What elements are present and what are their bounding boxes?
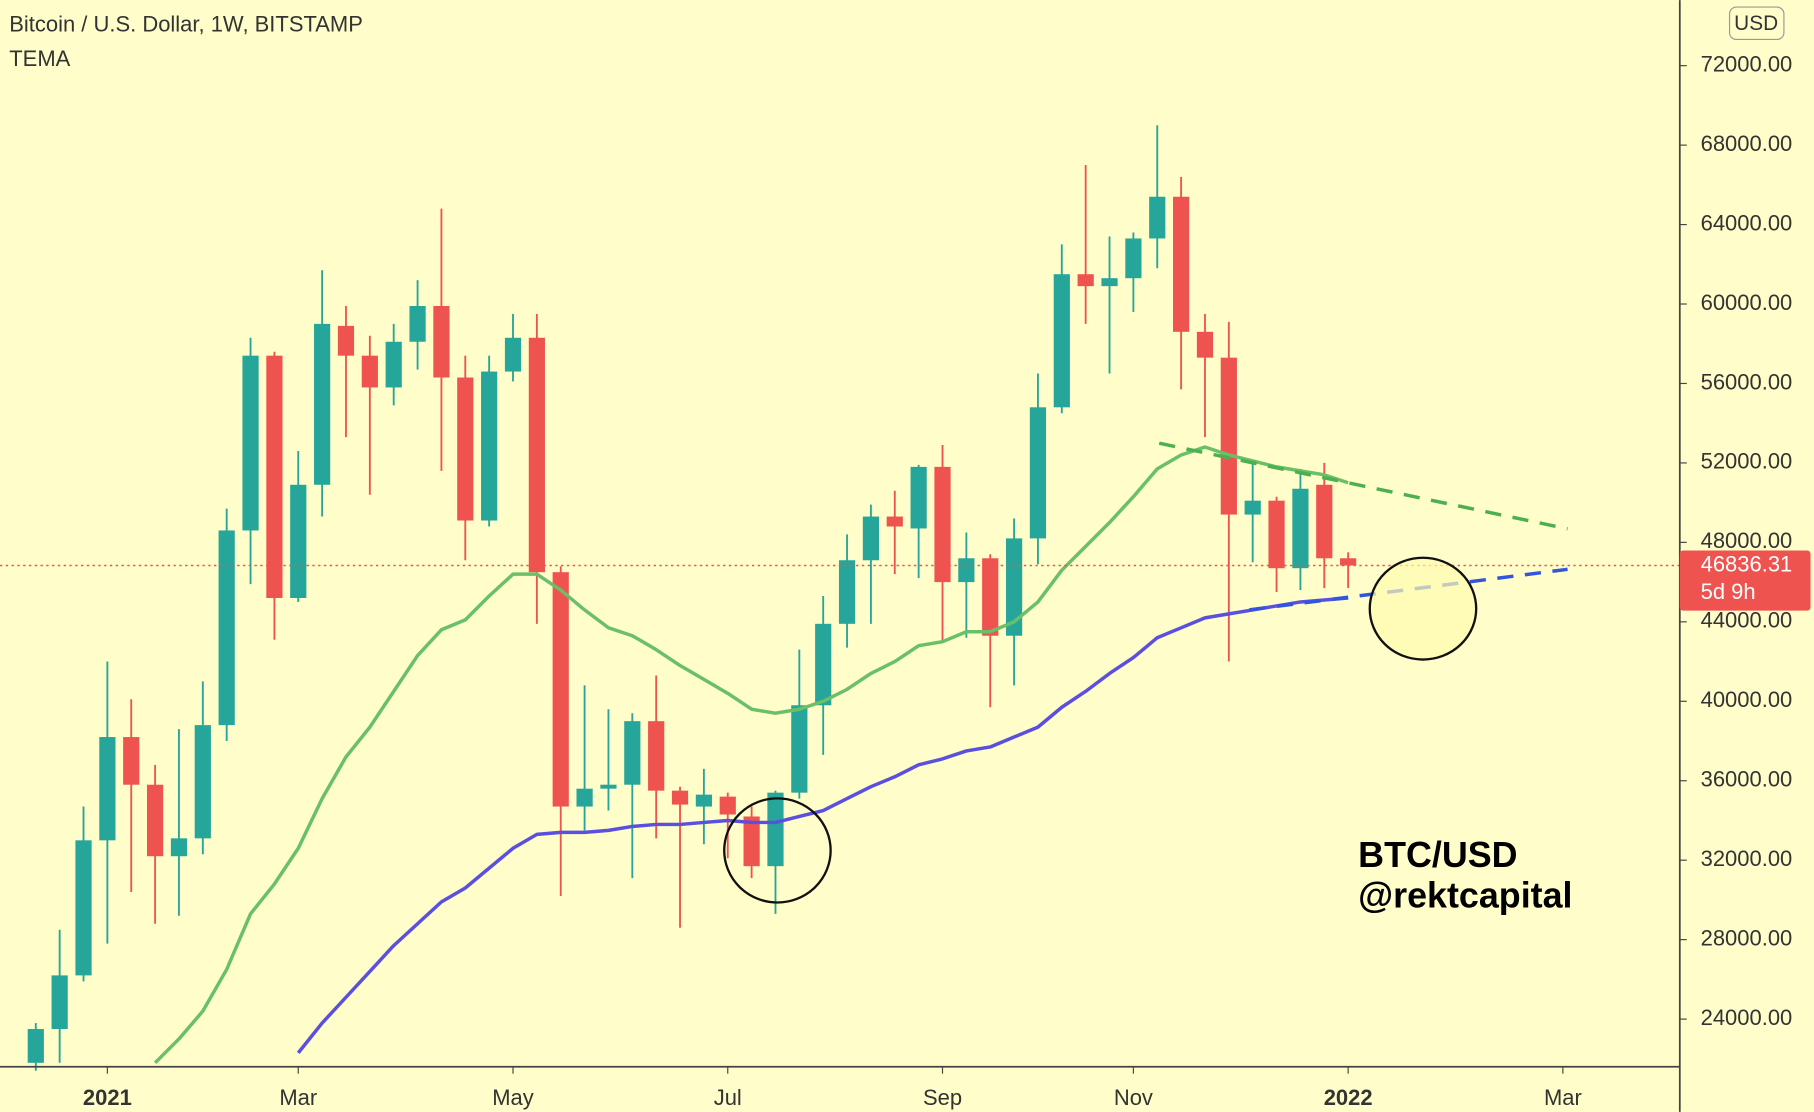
candle-body — [767, 792, 784, 867]
candle-body — [1053, 274, 1070, 408]
candle-body — [624, 721, 641, 785]
x-tick-label: Sep — [923, 1085, 962, 1110]
x-tick-label: May — [492, 1085, 534, 1110]
y-tick-label: 36000.00 — [1701, 767, 1793, 792]
candle-body — [1316, 484, 1333, 559]
candle-body — [1220, 357, 1237, 515]
tema-line — [296, 596, 1349, 1054]
candle-body — [695, 794, 712, 807]
candle-body — [648, 721, 665, 791]
candle-body — [862, 516, 880, 561]
y-tick-label: 68000.00 — [1701, 131, 1793, 156]
x-tick-label: Jul — [714, 1085, 742, 1110]
candle-body — [194, 725, 211, 839]
last-price-label: 46836.31 — [1701, 551, 1793, 576]
x-tick-label: Nov — [1114, 1085, 1153, 1110]
candle-body — [1268, 500, 1285, 569]
currency-box[interactable] — [1728, 6, 1785, 41]
trend-line — [1158, 441, 1568, 531]
drawings — [723, 441, 1568, 904]
axes: 24000.00 28000.00 32000.00 36000.00 40000.00… — [83, 51, 1811, 1110]
candle-body — [934, 466, 951, 583]
candle-body — [1244, 500, 1261, 515]
candle-body — [791, 705, 808, 793]
x-tick-label: 2022 — [1324, 1085, 1373, 1110]
candle-body — [75, 840, 92, 976]
y-tick-label: 56000.00 — [1701, 369, 1793, 394]
x-tick-label: 2021 — [83, 1085, 132, 1110]
highlight-circle — [723, 797, 832, 904]
x-tick-label: Mar — [1544, 1085, 1582, 1110]
candle-body — [409, 306, 426, 342]
highlight-circle — [1368, 556, 1478, 661]
annotation: BTC/USD — [1358, 835, 1517, 875]
candle-body — [433, 306, 450, 378]
candle-body — [1029, 407, 1047, 539]
candle-body — [1196, 331, 1214, 358]
candle-body — [1101, 278, 1118, 287]
candle-body — [457, 377, 474, 521]
y-tick-label: 44000.00 — [1701, 608, 1793, 633]
candle-body — [170, 838, 188, 857]
y-tick-label: 52000.00 — [1701, 449, 1793, 474]
candle-body — [1005, 538, 1023, 636]
candle-body — [1149, 196, 1166, 239]
candle-body — [815, 623, 832, 706]
candle-body — [1292, 488, 1309, 569]
y-tick-label: 48000.00 — [1701, 528, 1793, 553]
y-tick-label: 28000.00 — [1701, 925, 1793, 950]
x-tick-label: Mar — [279, 1085, 317, 1110]
candle-body — [314, 323, 331, 485]
candle-body — [146, 784, 164, 857]
currency-label[interactable]: USD — [1734, 12, 1778, 35]
candle-body — [719, 796, 736, 815]
candle-body — [576, 788, 593, 807]
candle-body — [504, 337, 522, 372]
y-tick-label: 24000.00 — [1701, 1005, 1793, 1030]
candle-body — [958, 558, 975, 583]
candle-body — [99, 737, 116, 841]
candle-body — [671, 790, 689, 805]
candle-body — [886, 516, 903, 527]
candle-body — [1077, 274, 1094, 287]
candle-body — [1173, 196, 1190, 332]
last-price-box — [1679, 550, 1811, 611]
tema-line — [153, 445, 1349, 1065]
candle-body — [1340, 558, 1357, 566]
countdown-label: 5d 9h — [1701, 579, 1756, 604]
candle-body — [481, 371, 498, 521]
candle-body — [218, 530, 235, 726]
indicator-label: TEMA — [9, 46, 70, 71]
candle-body — [361, 355, 378, 388]
y-tick-label: 60000.00 — [1701, 290, 1793, 315]
chart-title: Bitcoin / U.S. Dollar, 1W, BITSTAMP — [9, 11, 363, 36]
y-tick-label: 40000.00 — [1701, 687, 1793, 712]
candle-body — [242, 355, 259, 531]
candle-body — [123, 737, 140, 785]
candle-body — [982, 558, 999, 636]
candle-body — [528, 337, 545, 573]
candle-body — [838, 560, 856, 624]
y-tick-label: 72000.00 — [1701, 51, 1793, 76]
candle-body — [1125, 238, 1142, 279]
candle-body — [552, 572, 569, 807]
candle-body — [266, 355, 283, 598]
annotation: @rektcapital — [1358, 875, 1572, 915]
candle-body — [910, 466, 927, 529]
candle-body — [600, 784, 617, 789]
candle-body — [337, 325, 355, 356]
candle-body — [385, 341, 402, 388]
y-tick-label: 32000.00 — [1701, 846, 1793, 871]
candle-body — [27, 1029, 44, 1063]
y-tick-label: 64000.00 — [1701, 210, 1793, 235]
candle-body — [290, 484, 307, 598]
candle-body — [51, 975, 68, 1030]
candle-body — [743, 816, 760, 867]
